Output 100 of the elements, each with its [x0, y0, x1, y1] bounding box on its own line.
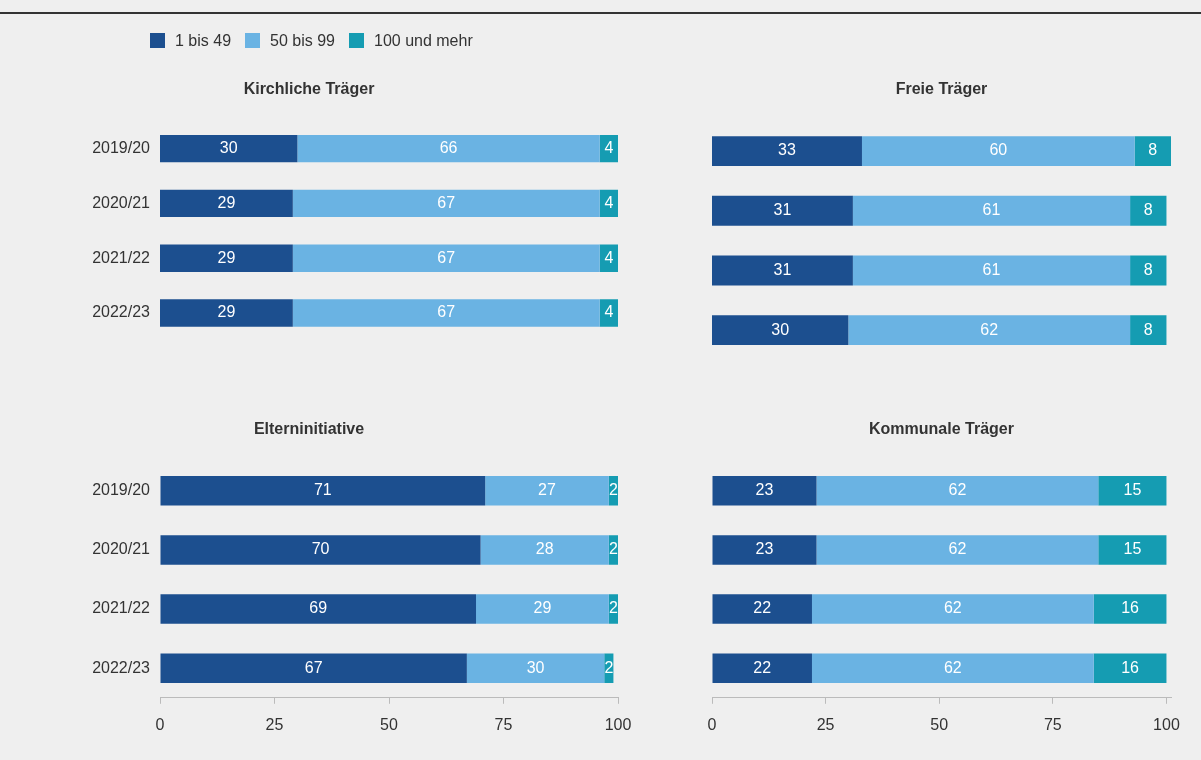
bar — [811, 653, 1094, 684]
data-label: 31 — [773, 260, 792, 278]
x-tick-label: 100 — [1153, 715, 1180, 733]
bar — [1093, 653, 1167, 684]
bar — [852, 255, 1131, 286]
data-label: 2 — [608, 540, 618, 558]
data-label: 61 — [982, 201, 1001, 219]
data-label: 22 — [753, 599, 772, 617]
bar — [1130, 195, 1167, 226]
data-label: 15 — [1123, 540, 1142, 558]
data-label: 67 — [437, 303, 456, 321]
bar — [160, 594, 477, 624]
data-label: 4 — [604, 248, 614, 266]
data-label: 60 — [989, 141, 1008, 159]
bar — [811, 594, 1094, 624]
data-label: 8 — [1143, 260, 1153, 278]
x-tick-label: 100 — [604, 715, 632, 733]
bar — [848, 315, 1131, 346]
data-label: 67 — [304, 658, 323, 676]
data-label: 30 — [771, 320, 790, 338]
bar — [160, 244, 293, 272]
data-label: 66 — [439, 139, 458, 157]
bar — [1093, 594, 1167, 624]
data-label: 62 — [980, 320, 999, 338]
data-label: 67 — [437, 248, 456, 266]
data-label: 71 — [313, 481, 332, 499]
x-tick-label: 0 — [707, 715, 717, 733]
data-label: 29 — [217, 193, 236, 211]
data-label: 67 — [437, 193, 456, 211]
x-tick-label: 0 — [155, 715, 165, 733]
data-label: 62 — [948, 481, 967, 499]
chart-title: Kommunale Träger — [869, 420, 1014, 438]
bar — [712, 136, 862, 166]
bar — [712, 475, 817, 506]
x-tick-label: 25 — [816, 715, 835, 733]
data-label: 4 — [604, 303, 614, 321]
data-label: 8 — [1143, 320, 1153, 338]
x-tick-label: 75 — [494, 715, 513, 733]
bar — [852, 195, 1131, 226]
bar — [160, 535, 481, 565]
y-tick-label: 2020/21 — [92, 193, 151, 211]
x-tick-label: 50 — [380, 715, 398, 733]
data-label: 8 — [1148, 141, 1158, 159]
data-label: 30 — [219, 139, 238, 157]
data-label: 31 — [773, 201, 792, 219]
data-label: 33 — [778, 141, 796, 159]
bar — [712, 315, 849, 346]
data-label: 30 — [526, 658, 545, 676]
chart-title: Freie Träger — [895, 80, 988, 98]
chart-title: Elterninitiative — [253, 420, 365, 438]
x-tick-label: 75 — [1043, 715, 1062, 733]
bar — [480, 535, 609, 565]
bar — [292, 244, 600, 272]
bar — [1134, 136, 1171, 166]
bar — [292, 299, 600, 327]
data-label: 27 — [538, 481, 557, 499]
legend-label: 1 bis 49 — [174, 32, 232, 50]
data-label: 16 — [1121, 658, 1140, 676]
data-label: 23 — [755, 540, 774, 558]
bar — [160, 299, 293, 327]
y-tick-label: 2021/22 — [92, 248, 151, 266]
bar — [1098, 535, 1167, 565]
data-label: 2 — [608, 599, 618, 617]
bar — [485, 475, 609, 506]
data-label: 28 — [535, 540, 554, 558]
bar — [1098, 475, 1167, 506]
data-label: 62 — [943, 599, 962, 617]
data-label: 16 — [1121, 599, 1140, 617]
bar — [297, 134, 600, 163]
data-label: 61 — [982, 260, 1001, 278]
legend-label: 100 und mehr — [373, 32, 473, 50]
data-label: 8 — [1143, 201, 1153, 219]
data-label: 4 — [604, 193, 614, 211]
data-label: 23 — [755, 481, 774, 499]
data-label: 2 — [604, 658, 614, 676]
bar — [160, 134, 298, 163]
bar — [160, 653, 467, 684]
legend-label: 50 bis 99 — [269, 32, 335, 50]
data-label: 29 — [533, 599, 552, 617]
bar — [160, 189, 293, 218]
bar — [1130, 315, 1167, 346]
x-tick-label: 25 — [265, 715, 284, 733]
data-label: 15 — [1123, 481, 1142, 499]
chart-title: Kirchliche Träger — [243, 80, 375, 98]
data-label: 69 — [309, 599, 328, 617]
bar — [292, 189, 600, 218]
bar — [712, 653, 812, 684]
data-label: 62 — [943, 658, 962, 676]
y-tick-label: 2020/21 — [92, 540, 151, 558]
y-tick-label: 2019/20 — [92, 139, 151, 157]
data-label: 22 — [753, 658, 772, 676]
bar — [816, 475, 1099, 506]
data-label: 4 — [604, 139, 614, 157]
data-label: 70 — [311, 540, 330, 558]
data-label: 62 — [948, 540, 967, 558]
x-tick-label: 50 — [930, 715, 949, 733]
bar — [466, 653, 605, 684]
y-tick-label: 2022/23 — [92, 303, 151, 321]
data-label: 29 — [217, 248, 236, 266]
bar — [712, 535, 817, 565]
